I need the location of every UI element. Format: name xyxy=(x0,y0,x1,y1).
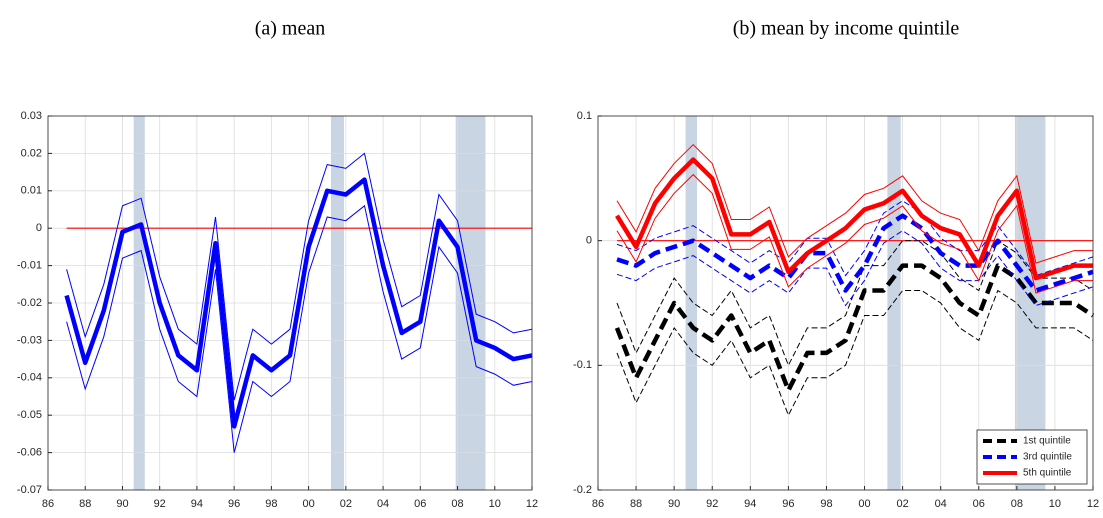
x-tick-label: 94 xyxy=(744,498,756,510)
legend-label: 5th quintile xyxy=(1023,468,1072,479)
plot-area xyxy=(598,116,1093,490)
legend-label: 1st quintile xyxy=(1023,436,1071,447)
x-tick-label: 12 xyxy=(1087,498,1099,510)
x-tick-label: 08 xyxy=(1011,498,1023,510)
x-tick-label: 02 xyxy=(896,498,908,510)
y-tick-label: -0.1 xyxy=(573,359,592,371)
x-tick-label: 86 xyxy=(592,498,604,510)
y-tick-label: 0.02 xyxy=(21,147,42,159)
x-tick-label: 02 xyxy=(340,498,352,510)
x-tick-label: 04 xyxy=(377,498,389,510)
shaded-region xyxy=(1014,116,1046,490)
y-tick-label: 0 xyxy=(36,222,42,234)
y-tick-label: -0.01 xyxy=(17,260,42,272)
x-tick-label: 90 xyxy=(116,498,128,510)
band-line xyxy=(616,200,1094,277)
y-tick-label: -0.05 xyxy=(17,409,42,421)
x-tick-label: 08 xyxy=(451,498,463,510)
x-tick-label: 96 xyxy=(228,498,240,510)
x-tick-label: 86 xyxy=(42,498,54,510)
x-tick-label: 06 xyxy=(973,498,985,510)
shaded-region xyxy=(887,116,901,490)
plot-frame xyxy=(597,115,1094,491)
x-tick-label: 06 xyxy=(414,498,426,510)
band-line xyxy=(616,173,1093,294)
y-tick-label: -0.03 xyxy=(17,334,42,346)
x-tick-label: 94 xyxy=(191,498,203,510)
chart-title: (b) mean by income quintile xyxy=(733,18,960,40)
x-tick-label: 96 xyxy=(782,498,794,510)
x-tick-label: 98 xyxy=(265,498,277,510)
x-tick-label: 90 xyxy=(668,498,680,510)
x-tick-label: 10 xyxy=(1049,498,1061,510)
x-tick-label: 00 xyxy=(302,498,314,510)
series-line xyxy=(64,177,533,429)
band-line xyxy=(616,289,1094,417)
series-line xyxy=(615,157,1093,281)
y-tick-label: -0.07 xyxy=(17,484,42,496)
chart-title: (a) mean xyxy=(255,18,326,40)
x-tick-label: 98 xyxy=(820,498,832,510)
x-tick-label: 92 xyxy=(154,498,166,510)
band-line xyxy=(616,239,1094,367)
plot-frame xyxy=(47,115,533,491)
band-line xyxy=(66,204,533,453)
band-line xyxy=(616,143,1093,264)
x-tick-label: 04 xyxy=(935,498,947,510)
series-line xyxy=(614,263,1095,393)
y-tick-label: 0 xyxy=(586,235,592,247)
x-tick-label: 88 xyxy=(79,498,91,510)
y-tick-label: -0.06 xyxy=(17,447,42,459)
y-tick-label: -0.04 xyxy=(17,372,42,384)
y-tick-label: 0.03 xyxy=(21,110,42,122)
band-line xyxy=(616,230,1094,307)
shaded-region xyxy=(685,116,697,490)
y-tick-label: 0.1 xyxy=(577,110,592,122)
y-tick-label: -0.02 xyxy=(17,297,42,309)
x-tick-label: 88 xyxy=(630,498,642,510)
y-tick-label: -0.2 xyxy=(573,484,592,496)
y-tick-label: 0.01 xyxy=(21,185,42,197)
x-tick-label: 00 xyxy=(858,498,870,510)
x-tick-label: 10 xyxy=(489,498,501,510)
band-line xyxy=(66,152,533,401)
x-tick-label: 12 xyxy=(526,498,538,510)
x-tick-label: 92 xyxy=(706,498,718,510)
legend-label: 3rd quintile xyxy=(1023,452,1072,463)
